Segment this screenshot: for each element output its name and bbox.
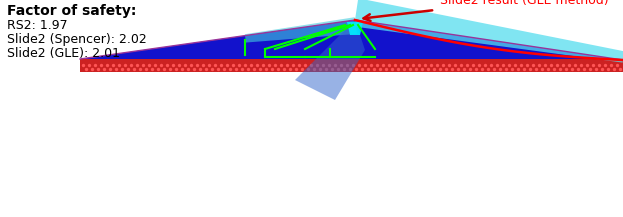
Text: Slide2 result (GLE method): Slide2 result (GLE method) (440, 0, 609, 7)
Text: Factor of safety:: Factor of safety: (7, 4, 136, 18)
Polygon shape (347, 22, 363, 35)
Polygon shape (80, 20, 623, 60)
Polygon shape (245, 17, 357, 43)
Polygon shape (80, 59, 623, 72)
Text: Slide2 (Spencer): 2.02: Slide2 (Spencer): 2.02 (7, 33, 147, 46)
Polygon shape (354, 0, 623, 63)
Text: Slide2 (GLE): 2.01: Slide2 (GLE): 2.01 (7, 47, 120, 60)
Polygon shape (295, 20, 365, 100)
Text: RS2: 1.97: RS2: 1.97 (7, 19, 68, 32)
